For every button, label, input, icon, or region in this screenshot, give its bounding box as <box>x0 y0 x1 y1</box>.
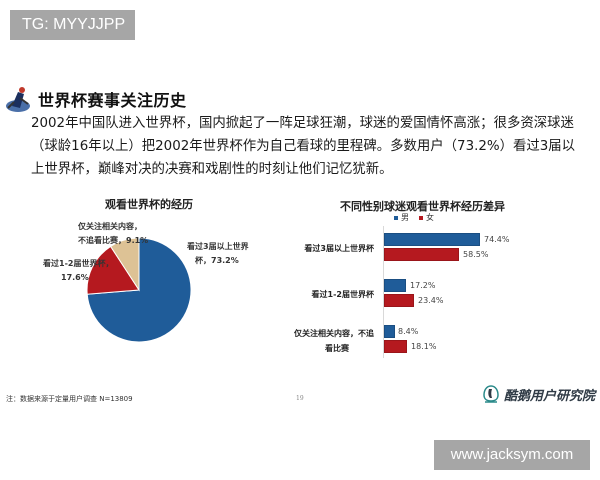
penguin-logo-icon <box>483 385 499 403</box>
pie-chart <box>84 235 194 345</box>
slide-heading: 世界杯赛事关注历史 <box>4 84 187 114</box>
pie-label-follow-only: 仅关注相关内容， 不追看比赛，9.1% <box>78 222 149 245</box>
footnote: 注：数据来源于定量用户调查 N=13809 <box>6 395 133 403</box>
bar-female-3plus <box>384 248 459 261</box>
bar-chart-title: 不同性别球迷观看世界杯经历差异 <box>340 200 505 213</box>
bar-female-1to2 <box>384 294 414 307</box>
bar-male-3plus <box>384 233 480 246</box>
bar-value: 74.4% <box>484 235 510 244</box>
brand-name: 酷鹅用户研究院 <box>504 388 596 404</box>
bar-axis <box>383 226 384 358</box>
male-swatch-icon <box>394 215 398 220</box>
soccer-player-icon <box>6 87 30 112</box>
pie-label-1to2: 看过1-2届世界杯， 17.6% <box>43 259 114 282</box>
bar-category-follow-only: 仅关注相关内容，不追 看比赛 <box>294 329 374 353</box>
pie-label-3plus: 看过3届以上世界 杯，73.2% <box>187 242 249 265</box>
slide-title: 世界杯赛事关注历史 <box>38 91 187 110</box>
bar-legend: 男 女 <box>394 212 434 223</box>
bar-category-1to2: 看过1-2届世界杯 <box>311 290 374 299</box>
pie-slice-follow-only <box>109 237 140 292</box>
bar-category-3plus: 看过3届以上世界杯 <box>304 244 374 253</box>
bar-value: 17.2% <box>410 281 436 290</box>
pie-slice-1to2 <box>86 245 140 295</box>
page-number: 19 <box>296 395 304 402</box>
brand-logo: 酷鹅用户研究院 <box>482 384 595 404</box>
legend-female: 女 <box>419 212 434 223</box>
bar-value: 8.4% <box>398 327 419 336</box>
pie-chart-title: 观看世界杯的经历 <box>105 198 193 211</box>
bar-male-follow-only <box>384 325 395 338</box>
legend-male: 男 <box>394 212 409 223</box>
tg-badge: TG: MYYJJPP <box>10 10 135 40</box>
bar-female-follow-only <box>384 340 407 353</box>
bar-value: 18.1% <box>411 342 437 351</box>
bar-value: 58.5% <box>463 250 489 259</box>
bar-male-1to2 <box>384 279 406 292</box>
female-swatch-icon <box>419 215 423 220</box>
slide-paragraph: 2002年中国队进入世界杯，国内掀起了一阵足球狂潮，球迷的爱国情怀高涨；很多资深… <box>31 116 576 177</box>
bar-value: 23.4% <box>418 296 444 305</box>
watermark: www.jacksym.com <box>434 440 590 470</box>
